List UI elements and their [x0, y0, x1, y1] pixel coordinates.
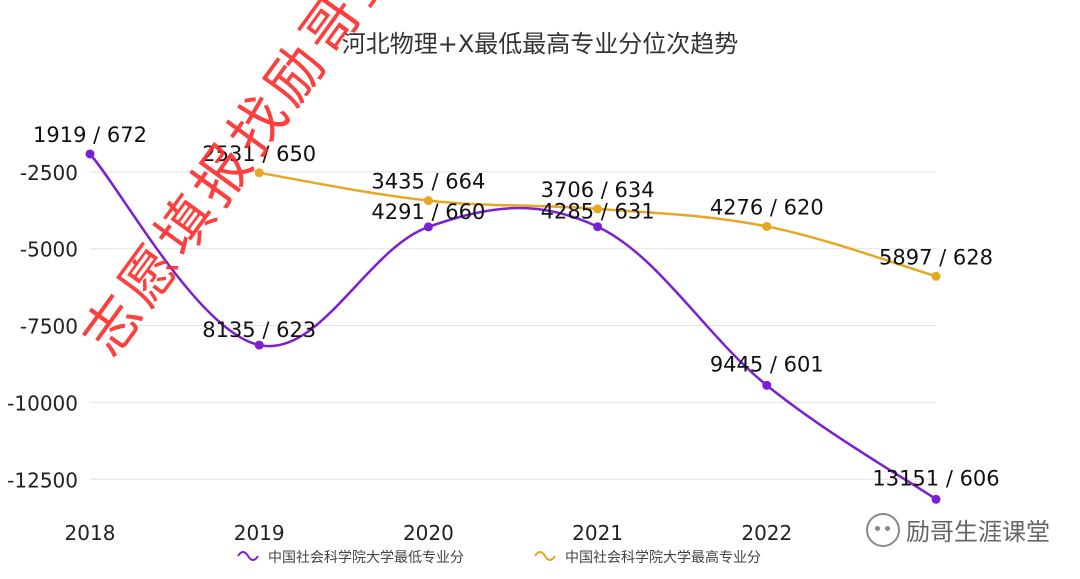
data-points [85, 149, 941, 504]
data-label: 4291 / 660 [371, 200, 485, 224]
data-labels: 1919 / 672 8135 / 623 4291 / 660 4285 / 631… [33, 123, 1000, 490]
data-label: 1919 / 672 [33, 123, 147, 147]
legend-swatch [534, 551, 556, 561]
y-tick-label: -2500 [20, 161, 78, 185]
legend-label: 中国社会科学院大学最高专业分 [565, 549, 761, 566]
legend[interactable]: 中国社会科学院大学最低专业分 中国社会科学院大学最高专业分 [237, 549, 761, 566]
data-point [254, 168, 264, 178]
x-axis-ticks: 2018 2019 2020 2021 2022 [65, 521, 793, 545]
data-label: 4285 / 631 [541, 200, 655, 224]
data-point [254, 340, 264, 350]
x-tick-label: 2019 [234, 521, 285, 545]
data-label: 5897 / 628 [879, 245, 993, 269]
data-label: 4276 / 620 [710, 195, 824, 219]
x-tick-label: 2018 [65, 521, 116, 545]
data-label: 3435 / 664 [371, 170, 485, 194]
legend-swatch [237, 551, 259, 561]
y-tick-label: -5000 [20, 238, 78, 262]
y-tick-label: -12500 [7, 468, 78, 492]
y-tick-label: -7500 [20, 315, 78, 339]
data-label: 13151 / 606 [872, 466, 999, 490]
grid-lines [90, 171, 936, 480]
data-point [593, 204, 603, 214]
data-point [423, 222, 433, 232]
data-label: 9445 / 601 [710, 352, 824, 376]
legend-label: 中国社会科学院大学最低专业分 [268, 550, 464, 566]
y-axis-ticks: -2500 -5000 -7500 -10000 -12500 [7, 161, 78, 492]
data-label: 8135 / 623 [202, 318, 316, 342]
data-point [593, 222, 603, 232]
series-line [89, 153, 937, 501]
data-label: 2531 / 650 [202, 142, 316, 166]
data-point [762, 380, 772, 390]
data-label: 3706 / 634 [541, 178, 655, 202]
wechat-icon [866, 512, 900, 547]
chart-title: 河北物理+X最低最高专业分位次趋势 [342, 30, 739, 58]
data-point [423, 196, 433, 206]
brand-name: 励哥生涯课堂 [906, 518, 1050, 546]
data-point [931, 271, 941, 281]
data-point [931, 494, 941, 504]
brand-badge: 励哥生涯课堂 [866, 512, 1050, 547]
x-tick-label: 2020 [403, 521, 454, 545]
data-point [762, 221, 772, 231]
x-tick-label: 2022 [741, 521, 792, 545]
y-tick-label: -10000 [7, 391, 78, 415]
data-point [85, 149, 95, 159]
x-tick-label: 2021 [572, 521, 623, 545]
